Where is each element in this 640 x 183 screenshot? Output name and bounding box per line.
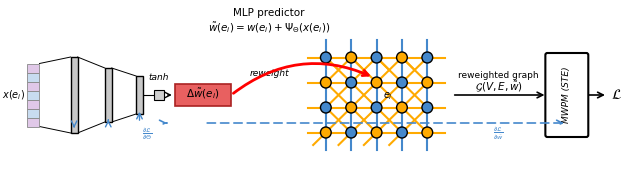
- Circle shape: [371, 102, 382, 113]
- Text: $\frac{\partial \mathcal{L}}{\partial \tilde{w}}$: $\frac{\partial \mathcal{L}}{\partial \t…: [493, 126, 504, 142]
- FancyBboxPatch shape: [27, 91, 40, 100]
- Circle shape: [321, 127, 332, 138]
- Text: $e_i$: $e_i$: [383, 91, 393, 102]
- Text: reweighted graph: reweighted graph: [458, 70, 539, 79]
- Circle shape: [397, 102, 407, 113]
- Circle shape: [321, 52, 332, 63]
- Circle shape: [346, 77, 356, 88]
- Text: $\mathcal{G}(V, E, \tilde{w})$: $\mathcal{G}(V, E, \tilde{w})$: [475, 80, 523, 94]
- Text: MWPM (STE): MWPM (STE): [563, 67, 572, 123]
- Circle shape: [321, 102, 332, 113]
- FancyBboxPatch shape: [27, 64, 40, 72]
- Circle shape: [422, 77, 433, 88]
- Circle shape: [371, 77, 382, 88]
- FancyBboxPatch shape: [27, 109, 40, 117]
- Circle shape: [422, 102, 433, 113]
- FancyBboxPatch shape: [545, 53, 588, 137]
- FancyBboxPatch shape: [136, 76, 143, 114]
- Circle shape: [346, 102, 356, 113]
- Circle shape: [346, 127, 356, 138]
- Circle shape: [422, 127, 433, 138]
- Text: MLP predictor: MLP predictor: [234, 8, 305, 18]
- FancyBboxPatch shape: [175, 84, 231, 106]
- FancyBboxPatch shape: [27, 73, 40, 81]
- FancyBboxPatch shape: [105, 68, 112, 122]
- FancyBboxPatch shape: [27, 100, 40, 109]
- FancyBboxPatch shape: [70, 57, 77, 133]
- FancyBboxPatch shape: [27, 118, 40, 126]
- Circle shape: [321, 77, 332, 88]
- Circle shape: [371, 52, 382, 63]
- FancyBboxPatch shape: [154, 90, 164, 100]
- FancyBboxPatch shape: [27, 82, 40, 91]
- Circle shape: [397, 52, 407, 63]
- Text: $\mathcal{L}$: $\mathcal{L}$: [611, 88, 622, 102]
- Text: $\frac{\partial \mathcal{L}}{\partial \Theta}$: $\frac{\partial \mathcal{L}}{\partial \T…: [143, 126, 152, 142]
- Text: $\Delta\tilde{w}(e_i)$: $\Delta\tilde{w}(e_i)$: [186, 87, 220, 101]
- Circle shape: [422, 52, 433, 63]
- Circle shape: [397, 77, 407, 88]
- Circle shape: [346, 52, 356, 63]
- Text: $x(e_i)$: $x(e_i)$: [2, 88, 25, 102]
- Circle shape: [371, 127, 382, 138]
- Text: $\tilde{w}(e_i) = w(e_i) + \Psi_\Theta(x(e_i))$: $\tilde{w}(e_i) = w(e_i) + \Psi_\Theta(x…: [208, 20, 330, 35]
- Circle shape: [397, 127, 407, 138]
- Text: reweight: reweight: [250, 68, 289, 77]
- Text: tanh: tanh: [148, 74, 169, 83]
